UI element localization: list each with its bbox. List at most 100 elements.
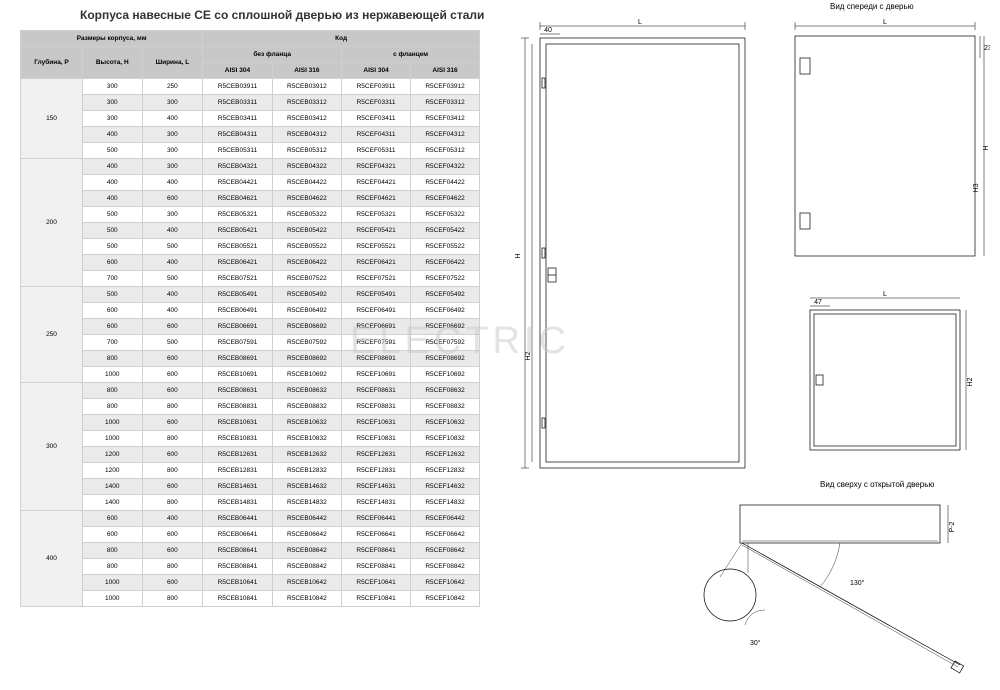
- cell: 300: [142, 159, 203, 175]
- cell: R5CEF05521: [342, 239, 411, 255]
- cell: R5CEB06642: [272, 527, 341, 543]
- cell: R5CEF08692: [411, 351, 480, 367]
- cell: R5CEB07592: [272, 335, 341, 351]
- cell: R5CEB03411: [203, 111, 272, 127]
- cell: 400: [83, 159, 143, 175]
- table-row: 1000800R5CEB10841R5CEB10842R5CEF10841R5C…: [21, 591, 480, 607]
- top-open-label: Вид сверху с открытой дверью: [820, 480, 934, 489]
- cell: 400: [142, 255, 203, 271]
- cell: R5CEF03411: [342, 111, 411, 127]
- cell: R5CEF06491: [342, 303, 411, 319]
- cell: 250: [142, 79, 203, 95]
- cell: R5CEB07591: [203, 335, 272, 351]
- cell: R5CEB05522: [272, 239, 341, 255]
- cell: R5CEB12631: [203, 447, 272, 463]
- cell: 500: [83, 207, 143, 223]
- cell: 800: [83, 383, 143, 399]
- cell: R5CEF04312: [411, 127, 480, 143]
- cell: R5CEF10691: [342, 367, 411, 383]
- cell: 600: [142, 351, 203, 367]
- cell: R5CEF05422: [411, 223, 480, 239]
- cell: 600: [142, 191, 203, 207]
- cell: 600: [83, 527, 143, 543]
- svg-text:H3: H3: [973, 183, 980, 192]
- cell: 800: [142, 431, 203, 447]
- cell: R5CEB08842: [272, 559, 341, 575]
- cell: 1400: [83, 479, 143, 495]
- cell: R5CEF03911: [342, 79, 411, 95]
- cell-depth: 400: [21, 511, 83, 607]
- table-row: 150300250R5CEB03911R5CEB03912R5CEF03911R…: [21, 79, 480, 95]
- cell: R5CEF14631: [342, 479, 411, 495]
- rear-view: L 23 H H3: [780, 18, 990, 268]
- cell: R5CEB10631: [203, 415, 272, 431]
- cell: R5CEB06641: [203, 527, 272, 543]
- table-row: 600600R5CEB06691R5CEB06692R5CEF06691R5CE…: [21, 319, 480, 335]
- cell-depth: 200: [21, 159, 83, 287]
- cell: R5CEB10632: [272, 415, 341, 431]
- cell: 600: [83, 303, 143, 319]
- cell: R5CEB10691: [203, 367, 272, 383]
- cell: R5CEB08632: [272, 383, 341, 399]
- table-row: 500300R5CEB05321R5CEB05322R5CEF05321R5CE…: [21, 207, 480, 223]
- cell: R5CEB05322: [272, 207, 341, 223]
- cell: R5CEB06691: [203, 319, 272, 335]
- cell: R5CEF10841: [342, 591, 411, 607]
- cell: R5CEF08832: [411, 399, 480, 415]
- cell: 400: [83, 191, 143, 207]
- cell: R5CEB08832: [272, 399, 341, 415]
- cell: R5CEB10831: [203, 431, 272, 447]
- cell: R5CEB03412: [272, 111, 341, 127]
- cell: 400: [142, 175, 203, 191]
- svg-text:P-2: P-2: [949, 521, 956, 532]
- th-a316: AISI 316: [272, 63, 341, 79]
- cell: 600: [142, 383, 203, 399]
- cell: R5CEF03412: [411, 111, 480, 127]
- th-flange: с фланцем: [342, 47, 480, 63]
- table-row: 800800R5CEB08831R5CEB08832R5CEF08831R5CE…: [21, 399, 480, 415]
- cell-depth: 150: [21, 79, 83, 159]
- cell: R5CEF08842: [411, 559, 480, 575]
- cell: R5CEF08831: [342, 399, 411, 415]
- cell: R5CEB05492: [272, 287, 341, 303]
- table-row: 500300R5CEB05311R5CEB05312R5CEF05311R5CE…: [21, 143, 480, 159]
- cell: 400: [83, 175, 143, 191]
- cell: 300: [142, 95, 203, 111]
- cell: R5CEF06641: [342, 527, 411, 543]
- table-row: 600400R5CEB06491R5CEB06492R5CEF06491R5CE…: [21, 303, 480, 319]
- cell: R5CEF05312: [411, 143, 480, 159]
- cell: R5CEB05311: [203, 143, 272, 159]
- th-dims: Размеры корпуса, мм: [21, 31, 203, 47]
- cell: R5CEB14831: [203, 495, 272, 511]
- svg-text:130°: 130°: [850, 579, 865, 587]
- cell: 400: [142, 511, 203, 527]
- cell: 1000: [83, 367, 143, 383]
- cell: R5CEB05312: [272, 143, 341, 159]
- th-height: Высота, H: [83, 47, 143, 79]
- cell: 300: [142, 207, 203, 223]
- cell: R5CEF12632: [411, 447, 480, 463]
- cell: R5CEF08691: [342, 351, 411, 367]
- cell: 1000: [83, 415, 143, 431]
- cell: R5CEF04421: [342, 175, 411, 191]
- table-row: 1400600R5CEB14631R5CEB14632R5CEF14631R5C…: [21, 479, 480, 495]
- front-view-left: L 40 H H2: [510, 18, 760, 478]
- cell: 500: [142, 239, 203, 255]
- cell: R5CEF06441: [342, 511, 411, 527]
- cell: 800: [142, 495, 203, 511]
- table-row: 800800R5CEB08841R5CEB08842R5CEF08841R5CE…: [21, 559, 480, 575]
- cell: R5CEF14632: [411, 479, 480, 495]
- th-depth: Глубина, P: [21, 47, 83, 79]
- cell: R5CEB12831: [203, 463, 272, 479]
- cell: 800: [83, 399, 143, 415]
- cell: 600: [142, 575, 203, 591]
- cell: R5CEF05311: [342, 143, 411, 159]
- cell: R5CEB06492: [272, 303, 341, 319]
- svg-text:L: L: [883, 291, 887, 298]
- table-row: 300800600R5CEB08631R5CEB08632R5CEF08631R…: [21, 383, 480, 399]
- cell: 600: [142, 447, 203, 463]
- cell: R5CEB06422: [272, 255, 341, 271]
- cell: 400: [142, 223, 203, 239]
- cell: R5CEB08641: [203, 543, 272, 559]
- cell: 600: [83, 511, 143, 527]
